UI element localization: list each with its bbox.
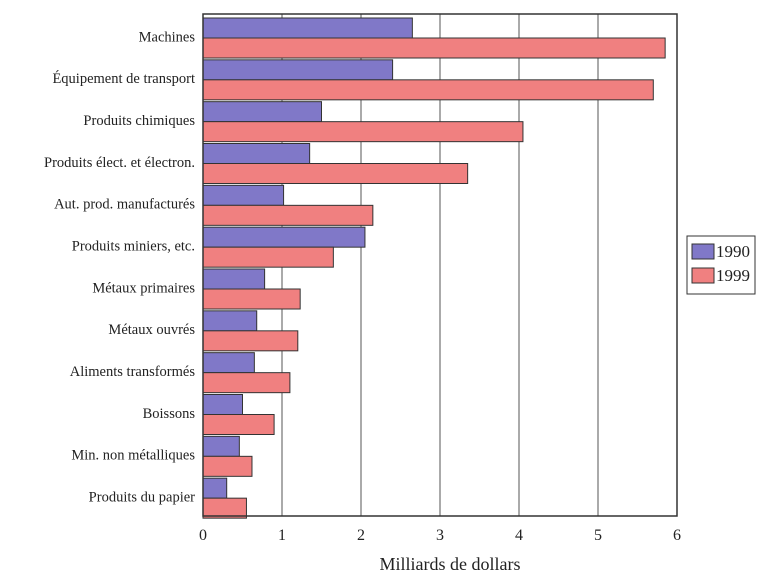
x-tick-label: 1 (278, 527, 286, 544)
x-tick-label: 3 (436, 527, 444, 544)
category-label: Métaux ouvrés (108, 322, 195, 338)
bar-1990-4 (202, 184, 285, 206)
x-tick-labels: 0 1 2 3 4 5 6 (199, 527, 681, 544)
x-axis-title: Milliards de dollars (380, 554, 521, 574)
bar-1990-2 (202, 101, 322, 123)
bar-1999-11 (202, 497, 247, 519)
category-label: Produits du papier (89, 489, 195, 505)
bar-1999-0 (202, 37, 666, 59)
category-label: Métaux primaires (92, 280, 195, 296)
bar-1990-10 (202, 435, 240, 457)
plot-frame (202, 13, 678, 517)
legend: 1990 1999 (686, 235, 756, 295)
category-label: Produits chimiques (83, 113, 195, 129)
category-label: Boissons (143, 406, 196, 422)
bar-1999-3 (202, 163, 469, 184)
x-tick-label: 2 (357, 527, 365, 544)
bar-1990-11 (202, 477, 228, 499)
bar-1990-5 (202, 226, 366, 248)
category-labels: Machines Équipement de transport Produits … (44, 29, 195, 505)
bar-1990-8 (202, 352, 255, 374)
bar-1990-6 (202, 268, 266, 290)
bar-1990-3 (202, 143, 311, 164)
bar-1999-7 (202, 330, 299, 352)
bar-1999-5 (202, 246, 334, 268)
bar-1990-0 (202, 17, 413, 39)
x-tick-label: 4 (515, 527, 523, 544)
legend-swatch-1999 (691, 267, 715, 284)
bar-1999-9 (202, 414, 275, 435)
category-label: Équipement de transport (52, 70, 195, 87)
bar-1999-8 (202, 372, 291, 394)
bar-1999-2 (202, 121, 524, 143)
bar-1990-7 (202, 310, 258, 332)
legend-label-1990: 1990 (716, 242, 750, 261)
x-tick-label: 6 (673, 527, 681, 544)
bar-1999-10 (202, 455, 253, 477)
category-label: Aliments transformés (70, 364, 196, 380)
bar-1999-6 (202, 288, 301, 310)
category-label: Produits miniers, etc. (72, 238, 195, 254)
bar-1990-9 (202, 394, 243, 415)
bar-1990-1 (202, 59, 394, 81)
bar-1999-4 (202, 204, 374, 226)
legend-label-1999: 1999 (716, 266, 750, 285)
category-label: Min. non métalliques (71, 448, 195, 464)
legend-swatch-1990 (691, 243, 715, 260)
category-label: Aut. prod. manufacturés (54, 197, 195, 213)
category-label: Machines (139, 29, 196, 45)
category-label: Produits élect. et électron. (44, 155, 195, 171)
bars (202, 17, 666, 519)
x-tick-label: 0 (199, 527, 207, 544)
x-tick-label: 5 (594, 527, 602, 544)
bar-1999-1 (202, 79, 654, 101)
